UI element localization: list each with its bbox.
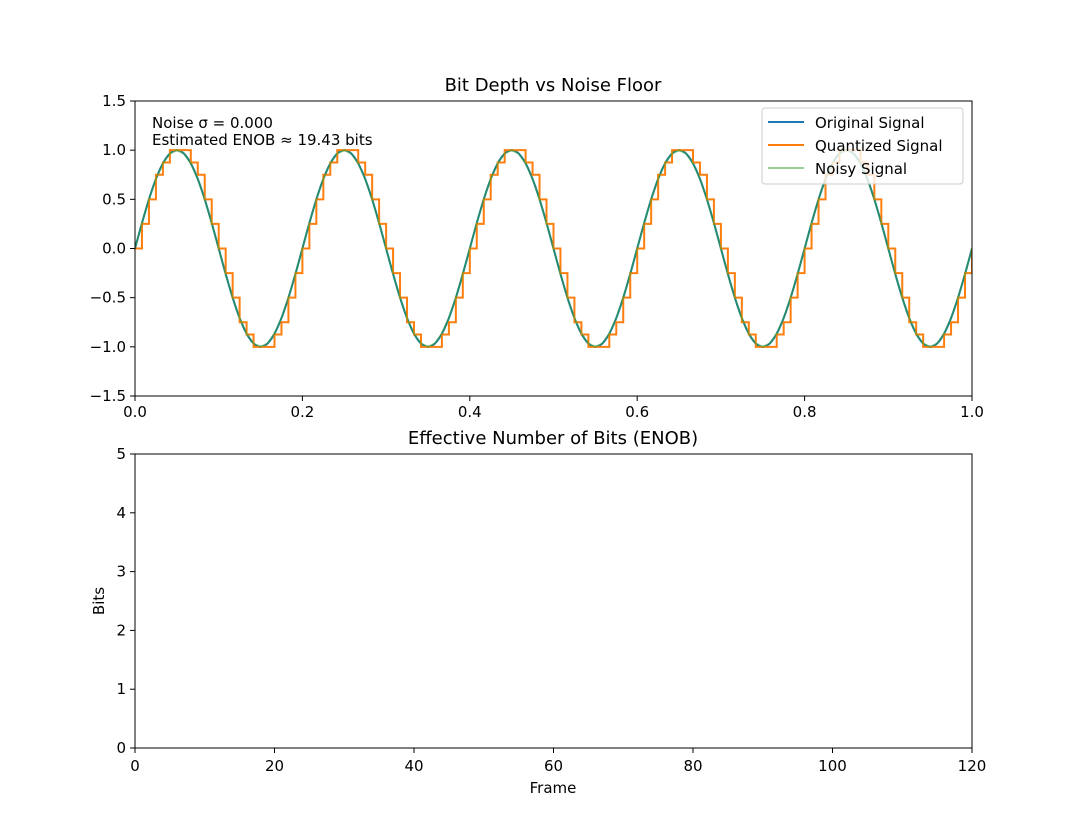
- legend-box: [761, 107, 964, 185]
- enob-y-axis-label: Bits: [90, 587, 108, 615]
- signal-y-tick-label: 1.5: [102, 92, 126, 110]
- signal-legend: Original Signal Quantized Signal Noisy S…: [761, 107, 964, 185]
- enob-y-tick-label: 0: [116, 739, 126, 757]
- enob-y-axis: 0 1 2 3 4 5: [116, 445, 135, 757]
- enob-x-tick-label: 100: [818, 757, 847, 775]
- signal-y-axis: −1.5 −1.0 −0.5 0.0 0.5 1.0 1.5: [90, 92, 135, 405]
- legend-label-quantized: Quantized Signal: [815, 137, 943, 155]
- enob-y-tick-label: 1: [116, 680, 126, 698]
- signal-chart: Bit Depth vs Noise Floor 0.0 0.2 0.4 0.6 0.8…: [90, 75, 984, 421]
- enob-chart: Effective Number of Bits (ENOB) 0 20 40 60 8…: [90, 428, 986, 797]
- signal-x-tick-label: 0.2: [290, 403, 314, 421]
- signal-x-tick-label: 0.8: [793, 403, 817, 421]
- legend-label-original: Original Signal: [815, 114, 925, 132]
- enob-x-axis-label: Frame: [530, 779, 577, 797]
- enob-x-tick-label: 80: [683, 757, 702, 775]
- enob-y-tick-label: 4: [116, 504, 126, 522]
- signal-x-tick-label: 0.6: [625, 403, 649, 421]
- enob-estimate-annotation: Estimated ENOB ≈ 19.43 bits: [152, 131, 373, 149]
- signal-x-tick-label: 0.0: [123, 403, 147, 421]
- enob-y-tick-label: 5: [116, 445, 126, 463]
- signal-chart-title: Bit Depth vs Noise Floor: [445, 75, 662, 96]
- signal-y-tick-label: −0.5: [90, 289, 126, 307]
- signal-y-tick-label: 1.0: [102, 141, 126, 159]
- signal-x-axis: 0.0 0.2 0.4 0.6 0.8 1.0: [123, 396, 984, 421]
- enob-x-tick-label: 40: [404, 757, 423, 775]
- signal-y-tick-label: 0.5: [102, 190, 126, 208]
- signal-x-tick-label: 0.4: [458, 403, 482, 421]
- legend-label-noisy: Noisy Signal: [815, 160, 907, 178]
- enob-x-tick-label: 0: [130, 757, 140, 775]
- enob-x-tick-label: 20: [265, 757, 284, 775]
- signal-y-tick-label: −1.5: [90, 387, 126, 405]
- enob-y-tick-label: 2: [116, 621, 126, 639]
- noise-sigma-annotation: Noise σ = 0.000: [152, 114, 273, 132]
- signal-y-tick-label: −1.0: [90, 338, 126, 356]
- enob-x-tick-label: 120: [958, 757, 987, 775]
- enob-chart-title: Effective Number of Bits (ENOB): [408, 428, 698, 449]
- enob-y-tick-label: 3: [116, 563, 126, 581]
- signal-y-tick-label: 0.0: [102, 240, 126, 258]
- signal-x-tick-label: 1.0: [960, 403, 984, 421]
- enob-x-axis: 0 20 40 60 80 100 120: [130, 748, 986, 775]
- enob-x-tick-label: 60: [544, 757, 563, 775]
- enob-axes-frame: [134, 453, 973, 749]
